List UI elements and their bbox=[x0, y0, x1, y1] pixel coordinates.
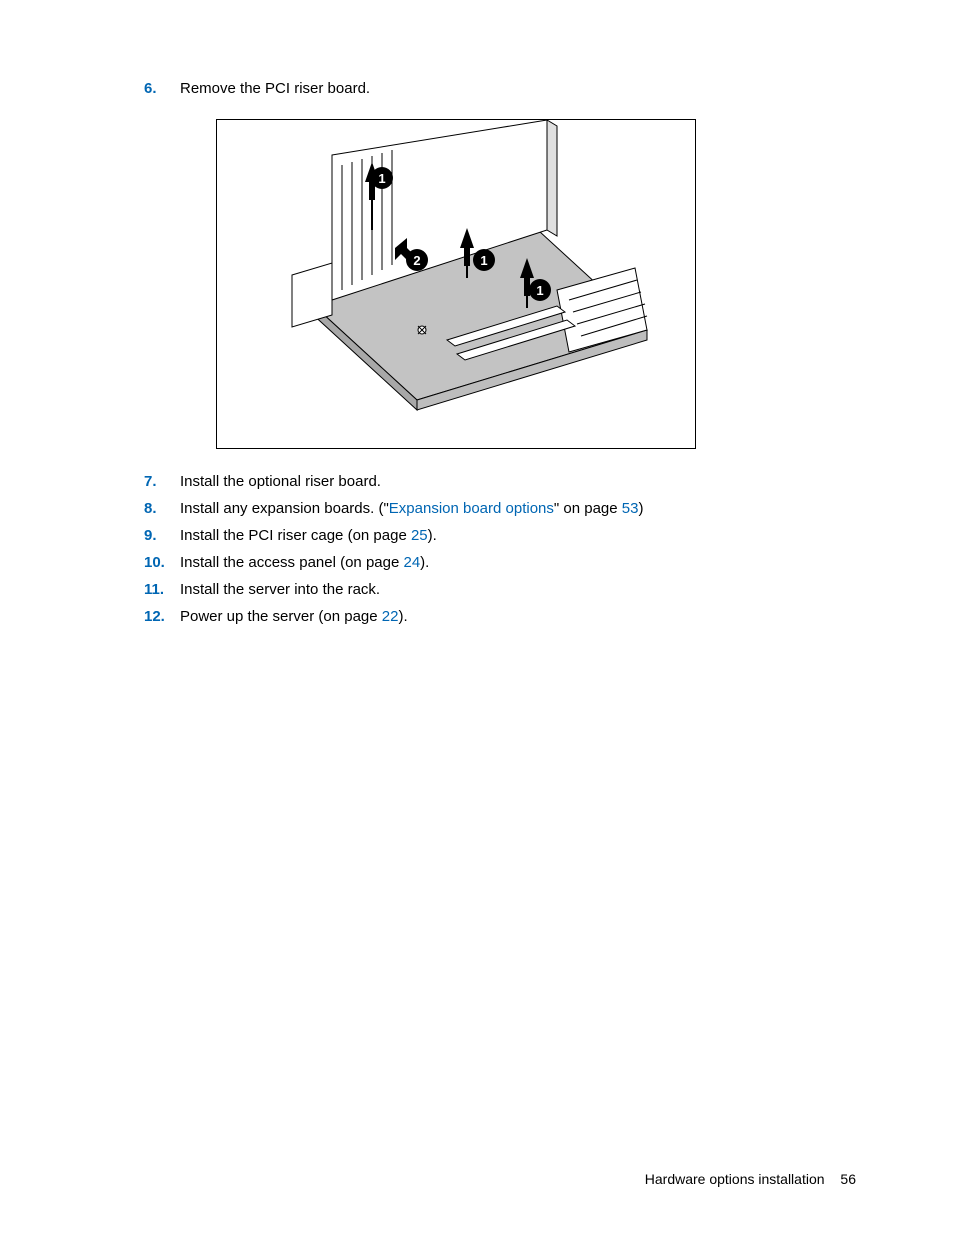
page-25-link[interactable]: 25 bbox=[411, 527, 428, 544]
step-number: 7. bbox=[144, 471, 180, 492]
step-text: Install any expansion boards. ("Expansio… bbox=[180, 498, 864, 519]
step-11: 11. Install the server into the rack. bbox=[144, 579, 864, 600]
step-number: 10. bbox=[144, 552, 180, 573]
step-figure-wrap: 1 1 2 1 bbox=[144, 105, 864, 465]
text-post: ). bbox=[420, 554, 429, 571]
step-10: 10. Install the access panel (on page 24… bbox=[144, 552, 864, 573]
text-pre: Install the PCI riser cage (on page bbox=[180, 527, 411, 544]
callout-2: 2 bbox=[413, 253, 420, 268]
footer-section: Hardware options installation bbox=[645, 1171, 825, 1187]
step-number: 11. bbox=[144, 579, 180, 600]
step-8: 8. Install any expansion boards. ("Expan… bbox=[144, 498, 864, 519]
text-pre: Power up the server (on page bbox=[180, 608, 382, 625]
step-number: 8. bbox=[144, 498, 180, 519]
riser-board-svg: 1 1 2 1 bbox=[217, 120, 695, 448]
text-mid: " on page bbox=[554, 500, 622, 517]
step-text: Install the server into the rack. bbox=[180, 579, 864, 600]
text-post: ) bbox=[638, 500, 643, 517]
callout-1b: 1 bbox=[480, 253, 487, 268]
step-number: 9. bbox=[144, 525, 180, 546]
step-number: 6. bbox=[144, 78, 180, 99]
step-9: 9. Install the PCI riser cage (on page 2… bbox=[144, 525, 864, 546]
text-pre: Install the access panel (on page bbox=[180, 554, 403, 571]
page-53-link[interactable]: 53 bbox=[622, 500, 639, 517]
page-22-link[interactable]: 22 bbox=[382, 608, 399, 625]
footer-page-number: 56 bbox=[840, 1171, 856, 1187]
callout-1c: 1 bbox=[536, 283, 543, 298]
text-post: ). bbox=[398, 608, 407, 625]
step-7: 7. Install the optional riser board. bbox=[144, 471, 864, 492]
page-footer: Hardware options installation 56 bbox=[645, 1171, 856, 1187]
page-content: 6. Remove the PCI riser board. bbox=[144, 78, 864, 633]
step-list: 6. Remove the PCI riser board. bbox=[144, 78, 864, 627]
step-12: 12. Power up the server (on page 22). bbox=[144, 606, 864, 627]
page-24-link[interactable]: 24 bbox=[403, 554, 420, 571]
step-text: Power up the server (on page 22). bbox=[180, 606, 864, 627]
expansion-board-options-link[interactable]: Expansion board options bbox=[389, 500, 554, 517]
riser-board-figure: 1 1 2 1 bbox=[216, 119, 696, 449]
text-post: ). bbox=[428, 527, 437, 544]
step-text: Install the PCI riser cage (on page 25). bbox=[180, 525, 864, 546]
step-number: 12. bbox=[144, 606, 180, 627]
step-text: Remove the PCI riser board. bbox=[180, 78, 864, 99]
step-6: 6. Remove the PCI riser board. bbox=[144, 78, 864, 99]
text-pre: Install any expansion boards. (" bbox=[180, 500, 389, 517]
callout-1a: 1 bbox=[378, 171, 385, 186]
step-text: Install the optional riser board. bbox=[180, 471, 864, 492]
step-text: Install the access panel (on page 24). bbox=[180, 552, 864, 573]
